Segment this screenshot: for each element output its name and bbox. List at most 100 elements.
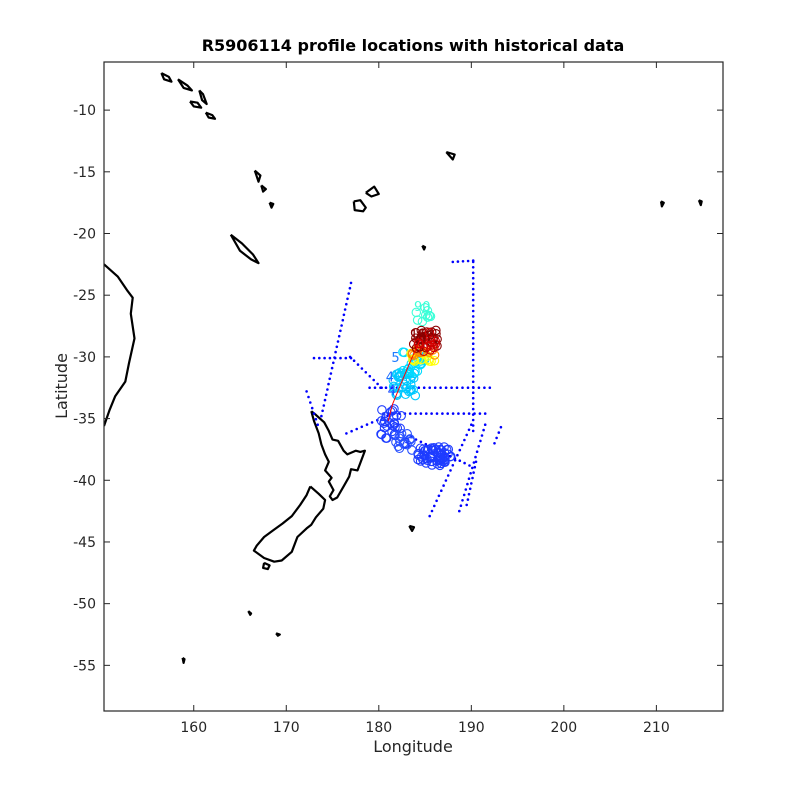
historical-point [356, 363, 360, 366]
historical-point [467, 428, 471, 432]
historical-point [479, 439, 482, 443]
historical-point [324, 393, 328, 397]
profile-point-early [435, 460, 445, 471]
historical-point [310, 406, 314, 410]
historical-point [471, 336, 475, 340]
historical-point [474, 460, 478, 464]
profile-point-mid [398, 379, 409, 389]
coastline-3 [104, 263, 136, 427]
historical-point [314, 417, 318, 421]
profile-point-late [411, 333, 421, 343]
historical-point [468, 487, 472, 491]
profile-point-late [425, 345, 436, 355]
historical-point [493, 442, 496, 445]
coastline-21 [659, 200, 665, 208]
historical-point [343, 308, 347, 311]
profile-point-late [422, 330, 433, 340]
historical-point [475, 450, 479, 454]
historical-point [339, 329, 342, 333]
profile-point-early [376, 429, 387, 440]
profile-point-late [430, 336, 441, 346]
historical-point [455, 386, 459, 390]
historical-point [473, 412, 476, 415]
profile-locations-layer [376, 303, 456, 471]
coastline-2 [262, 561, 271, 571]
historical-point [360, 367, 364, 370]
historical-point [471, 259, 475, 262]
profile-point-mid [417, 316, 428, 327]
historical-point [340, 324, 343, 327]
historical-point [373, 386, 377, 390]
historical-point [446, 412, 450, 415]
profile-point-early [399, 439, 409, 450]
historical-point [471, 276, 475, 280]
historical-point [430, 412, 433, 415]
coastline-8 [260, 184, 267, 193]
historical-point [318, 356, 321, 360]
historical-point [305, 390, 308, 393]
profile-point-early [396, 411, 406, 421]
y-tick-label: -45 [73, 535, 96, 551]
historical-point [320, 414, 323, 418]
profile-point-late [411, 328, 421, 338]
profile-point-early [415, 443, 426, 453]
historical-point [422, 386, 426, 390]
historical-point [456, 260, 460, 263]
coastline-5 [352, 199, 367, 213]
profile-point-late [417, 328, 428, 338]
historical-point [456, 453, 459, 457]
profile-point-early [377, 405, 387, 415]
historical-point [328, 356, 332, 360]
coastline-4 [229, 233, 260, 265]
profile-point-early [398, 438, 409, 448]
y-axis-label: Latitude [52, 353, 71, 419]
historical-point [472, 386, 475, 390]
profile-point-early [446, 451, 456, 462]
coastline-6 [365, 185, 380, 198]
historical-point [474, 455, 477, 459]
profile-number-label: 4 [386, 371, 394, 386]
x-tick-label: 210 [643, 720, 670, 736]
historical-point [463, 461, 466, 465]
historical-point [471, 287, 475, 291]
y-tick-label: -35 [73, 412, 96, 428]
profile-point-early [379, 418, 389, 428]
historical-point [323, 356, 326, 360]
x-tick-label: 200 [550, 720, 577, 736]
historical-point [384, 386, 388, 390]
historical-point [349, 281, 353, 285]
profile-point-early [413, 454, 423, 465]
plot-frame [103, 61, 724, 712]
historical-point [346, 297, 349, 301]
historical-point [462, 412, 466, 415]
float-track-layer [387, 336, 422, 422]
coastline-18 [247, 610, 253, 616]
historical-point [449, 469, 452, 472]
historical-point [471, 304, 475, 307]
historical-point [465, 503, 469, 507]
historical-point [453, 459, 457, 462]
coastline-10 [189, 100, 203, 109]
historical-point [461, 499, 464, 502]
historical-point [360, 425, 364, 429]
historical-point [471, 466, 474, 470]
historical-point [342, 313, 346, 317]
profile-point-early [415, 456, 426, 466]
float-track [387, 336, 422, 422]
historical-point [451, 412, 455, 415]
historical-point [345, 302, 348, 306]
profile-point-mid [420, 303, 430, 313]
historical-point [441, 412, 444, 415]
historical-point [433, 504, 436, 508]
coastline-16 [421, 244, 427, 251]
profile-point-early [439, 442, 449, 452]
profile-point-mid [406, 384, 416, 395]
coastline-19 [275, 632, 281, 637]
historical-point [471, 342, 475, 346]
historical-point [446, 474, 450, 477]
profile-point-mid [393, 369, 403, 379]
historical-point [444, 479, 448, 482]
profile-point-mid [405, 386, 416, 396]
historical-point [469, 472, 472, 475]
